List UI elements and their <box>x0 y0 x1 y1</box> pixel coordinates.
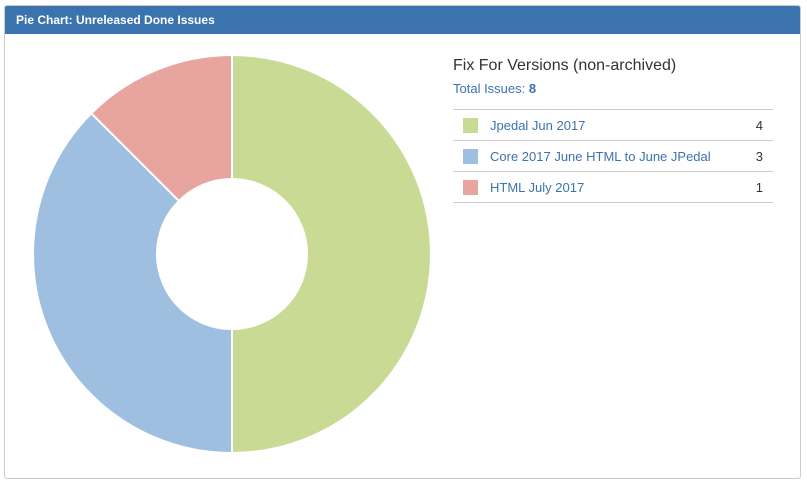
legend-swatch <box>463 179 478 195</box>
legend-label-link[interactable]: Core 2017 June HTML to June JPedal <box>490 148 711 164</box>
legend-count: 4 <box>755 117 763 133</box>
legend-swatch <box>463 148 478 164</box>
legend-row: Jpedal Jun 2017 4 <box>453 110 773 141</box>
legend-title: Fix For Versions (non-archived) <box>453 57 677 74</box>
legend-label-link[interactable]: Jpedal Jun 2017 <box>490 117 586 133</box>
legend-label-link[interactable]: HTML July 2017 <box>490 179 585 195</box>
total-issues-count: 8 <box>528 81 537 96</box>
pie-slice-1[interactable] <box>231 53 432 455</box>
total-issues: Total Issues: 8 <box>453 81 773 96</box>
legend: Fix For Versions (non-archived) Total Is… <box>453 57 773 203</box>
legend-count: 3 <box>755 148 763 164</box>
legend-swatch <box>463 117 478 133</box>
legend-count: 1 <box>755 179 763 195</box>
pie-chart <box>32 53 432 455</box>
pie-slice-3[interactable] <box>89 53 233 203</box>
pie-chart-gadget: Pie Chart: Unreleased Done Issues Fix Fo… <box>4 5 801 479</box>
legend-row: Core 2017 June HTML to June JPedal 3 <box>453 141 773 172</box>
legend-row: HTML July 2017 1 <box>453 172 773 203</box>
total-issues-label: Total Issues: <box>453 81 526 96</box>
gadget-title: Pie Chart: Unreleased Done Issues <box>16 13 215 27</box>
gadget-header: Pie Chart: Unreleased Done Issues <box>5 6 800 34</box>
pie-slice-2[interactable] <box>32 111 233 455</box>
legend-table: Jpedal Jun 2017 4 Core 2017 June HTML to… <box>453 109 773 203</box>
